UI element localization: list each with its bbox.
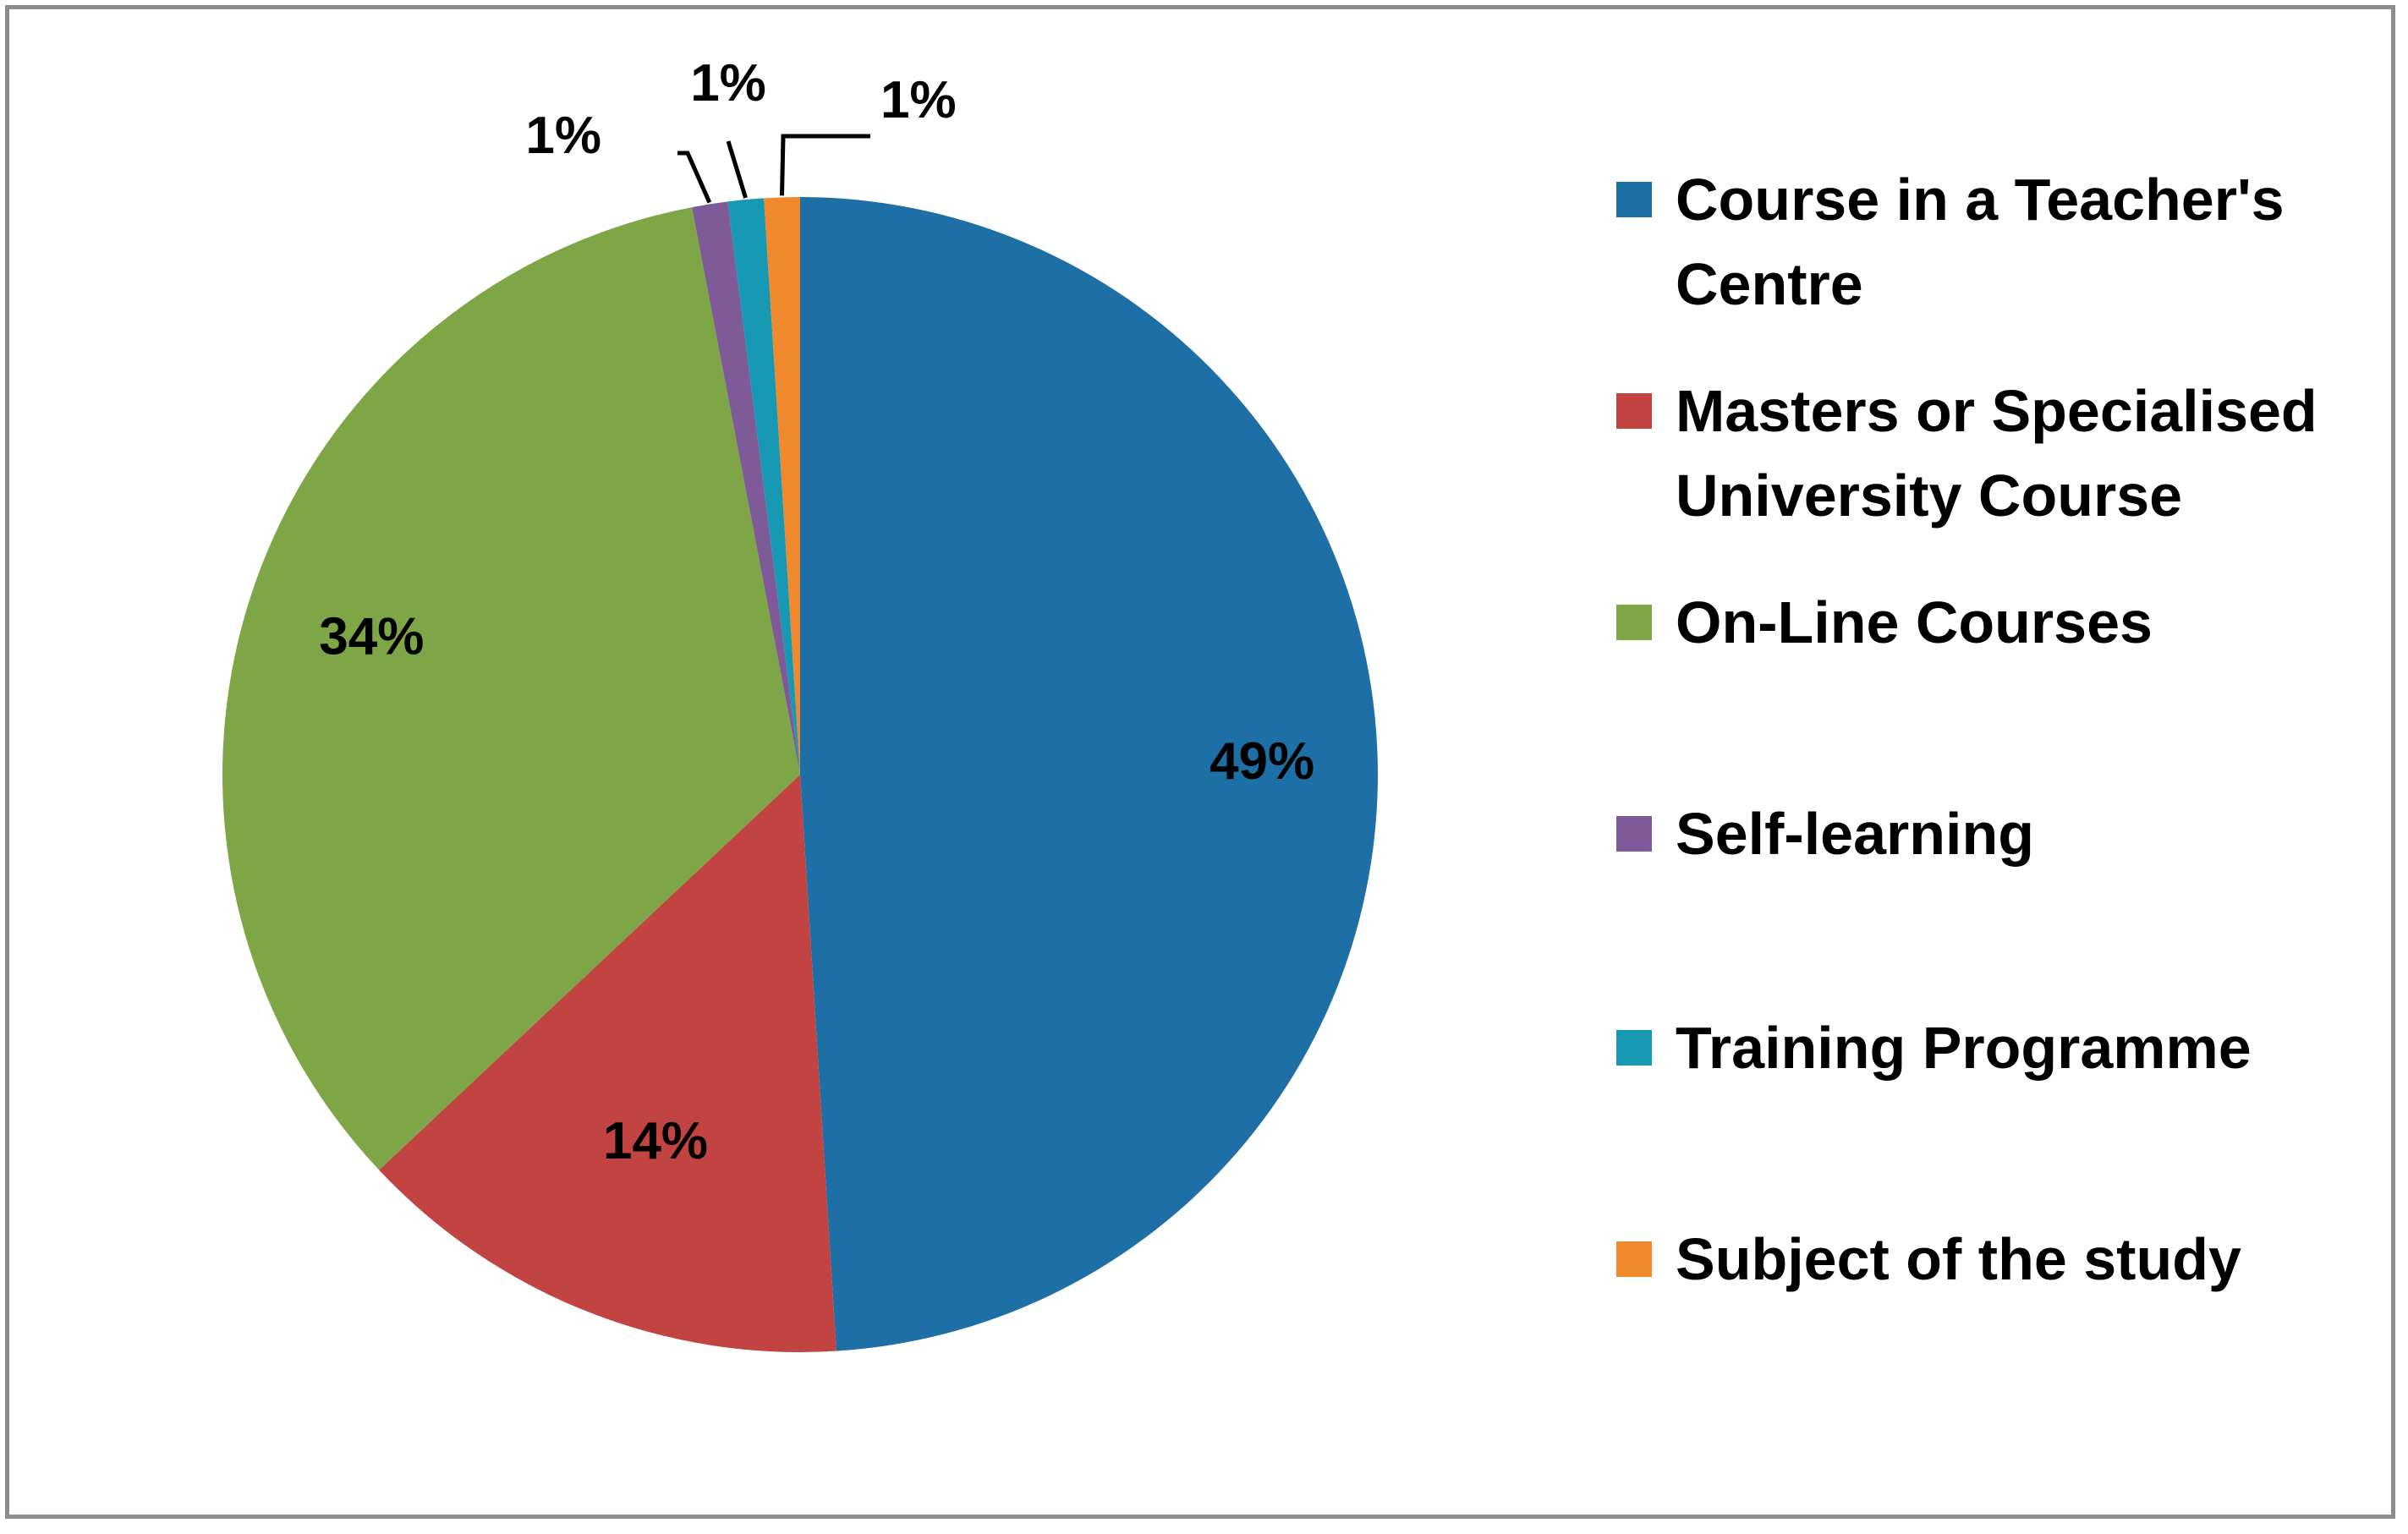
legend-swatch-1 xyxy=(1616,182,1652,217)
legend-swatch-2 xyxy=(1616,393,1652,429)
leader-line-4 xyxy=(677,151,712,204)
pie-slice-5 xyxy=(727,198,800,775)
legend-label-6: Subject of the study xyxy=(1676,1226,2241,1292)
legend-swatch-4 xyxy=(1616,816,1652,852)
pie-slice-4 xyxy=(692,201,800,775)
pie-slice-2 xyxy=(379,775,836,1352)
legend-label-2: Masters or Specialised University Course xyxy=(1676,378,2317,529)
pie-labels: 49% 14% 34% 1% 1% 1% xyxy=(319,54,1314,1170)
legend-item-4: Self-learning xyxy=(1616,801,2034,867)
pie-slice-6 xyxy=(764,197,800,775)
slice-label-2: 14% xyxy=(603,1112,708,1170)
legend-item-3: On-Line Courses xyxy=(1616,589,2153,655)
slice-label-6: 1% xyxy=(880,71,957,129)
leader-line-5 xyxy=(726,140,748,199)
legend-swatch-6 xyxy=(1616,1241,1652,1277)
slice-label-1: 49% xyxy=(1209,732,1314,791)
legend-label-3: On-Line Courses xyxy=(1676,589,2153,655)
legend-label-4: Self-learning xyxy=(1676,801,2034,867)
leader-line-6 xyxy=(779,134,870,196)
slice-label-5: 1% xyxy=(690,54,766,112)
legend-label-5: Training Programme xyxy=(1676,1015,2252,1081)
pie-chart: 49% 14% 34% 1% 1% 1% Course in a Teacher's Cen… xyxy=(222,54,2317,1352)
legend: Course in a Teacher's Centre Masters or Sp… xyxy=(1616,167,2317,1292)
pie-slice-1 xyxy=(800,197,1378,1351)
legend-item-2: Masters or Specialised University Course xyxy=(1616,378,2317,529)
legend-item-5: Training Programme xyxy=(1616,1015,2252,1081)
legend-item-1: Course in a Teacher's Centre xyxy=(1616,167,2285,317)
legend-item-6: Subject of the study xyxy=(1616,1226,2241,1292)
leader-lines xyxy=(677,134,870,204)
pie-slices xyxy=(222,197,1378,1352)
pie-slice-3 xyxy=(222,207,801,1170)
slice-label-3: 34% xyxy=(319,607,424,666)
chart-frame: 49% 14% 34% 1% 1% 1% Course in a Teacher's Cen… xyxy=(5,5,2395,1519)
legend-label-1: Course in a Teacher's Centre xyxy=(1676,167,2285,317)
legend-swatch-3 xyxy=(1616,605,1652,640)
legend-swatch-5 xyxy=(1616,1030,1652,1066)
slice-label-4: 1% xyxy=(525,107,601,165)
